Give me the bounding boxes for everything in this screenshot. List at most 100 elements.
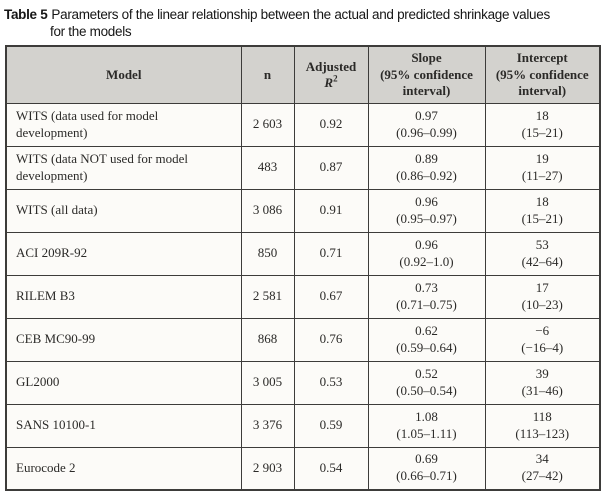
table-row: WITS (all data) 3 086 0.91 0.96 (0.95–0.… [5,188,601,233]
slope-ci: (0.86–0.92) [396,167,457,183]
cell-n: 3 005 [240,360,295,405]
cell-model: RILEM B3 [5,274,242,319]
cell-slope: 0.96 (0.92–1.0) [367,231,486,276]
intercept-value: 34 [535,451,549,467]
cell-model: ACI 209R-92 [5,231,242,276]
table-row: SANS 10100-1 3 376 0.59 1.08 (1.05–1.11)… [5,403,601,448]
intercept-ci: (15–21) [521,210,563,226]
cell-model: SANS 10100-1 [5,403,242,448]
header-n: n [240,45,295,104]
intercept-ci: (27–42) [521,468,563,484]
cell-n: 2 581 [240,274,295,319]
intercept-ci: (−16–4) [521,339,564,355]
slope-ci: (0.59–0.64) [396,339,457,355]
table-row: ACI 209R-92 850 0.71 0.96 (0.92–1.0) 53 … [5,231,601,276]
cell-slope: 0.62 (0.59–0.64) [367,317,486,362]
slope-value: 0.73 [415,279,438,295]
cell-model: CEB MC90-99 [5,317,242,362]
slope-value: 0.97 [415,107,438,123]
slope-value: 1.08 [415,408,438,424]
intercept-ci: (31–46) [521,382,563,398]
cell-adjusted-r2: 0.53 [293,360,369,405]
table-row: WITS (data NOT used for model developmen… [5,145,601,190]
cell-slope: 0.96 (0.95–0.97) [367,188,486,233]
cell-slope: 0.69 (0.66–0.71) [367,446,486,491]
cell-intercept: 18 (15–21) [484,102,601,147]
cell-n: 850 [240,231,295,276]
slope-ci: (0.50–0.54) [396,382,457,398]
caption-text: Parameters of the linear relationship be… [51,7,550,22]
table-caption: Table 5 Parameters of the linear relation… [0,0,604,40]
cell-n: 3 376 [240,403,295,448]
slope-ci: (0.92–1.0) [399,253,454,269]
slope-ci: (0.96–0.99) [396,124,457,140]
cell-slope: 0.52 (0.50–0.54) [367,360,486,405]
intercept-ci: (113–123) [515,425,570,441]
slope-value: 0.96 [415,193,438,209]
intercept-value: 18 [535,193,549,209]
cell-adjusted-r2: 0.59 [293,403,369,448]
table-row: Eurocode 2 2 903 0.54 0.69 (0.66–0.71) 3… [5,446,601,491]
cell-intercept: 53 (42–64) [484,231,601,276]
cell-n: 2 603 [240,102,295,147]
intercept-ci: (15–21) [521,124,563,140]
intercept-ci: (42–64) [521,253,563,269]
cell-n: 483 [240,145,295,190]
cell-model: WITS (data used for model development) [5,102,242,147]
cell-slope: 0.89 (0.86–0.92) [367,145,486,190]
cell-intercept: 18 (15–21) [484,188,601,233]
cell-adjusted-r2: 0.92 [293,102,369,147]
header-adjusted-label: Adjusted [305,58,357,74]
intercept-ci: (10–23) [521,296,563,312]
slope-ci: (0.95–0.97) [396,210,457,226]
cell-intercept: 19 (11–27) [484,145,601,190]
cell-adjusted-r2: 0.71 [293,231,369,276]
cell-adjusted-r2: 0.91 [293,188,369,233]
cell-n: 2 903 [240,446,295,491]
slope-value: 0.52 [415,365,438,381]
slope-value: 0.69 [415,451,438,467]
header-adjusted-r2: Adjusted R2 [293,45,369,104]
caption-label: Table 5 [4,7,48,22]
slope-ci: (0.66–0.71) [396,468,457,484]
cell-adjusted-r2: 0.87 [293,145,369,190]
cell-adjusted-r2: 0.76 [293,317,369,362]
intercept-value: 19 [535,150,549,166]
header-slope: Slope (95% confidence interval) [367,45,486,104]
cell-model: GL2000 [5,360,242,405]
cell-model: WITS (all data) [5,188,242,233]
intercept-value: 118 [532,408,552,424]
header-r2-symbol: R2 [324,73,338,90]
slope-value: 0.62 [415,322,438,338]
intercept-value: 18 [535,107,549,123]
cell-slope: 0.73 (0.71–0.75) [367,274,486,319]
caption-line1: Table 5 Parameters of the linear relation… [4,6,600,23]
table-row: GL2000 3 005 0.53 0.52 (0.50–0.54) 39 (3… [5,360,601,405]
intercept-value: 39 [535,365,549,381]
cell-model: WITS (data NOT used for model developmen… [5,145,242,190]
header-row: Model n Adjusted R2 Slope (95% confidenc… [5,45,601,104]
cell-n: 868 [240,317,295,362]
cell-adjusted-r2: 0.54 [293,446,369,491]
cell-n: 3 086 [240,188,295,233]
cell-slope: 1.08 (1.05–1.11) [367,403,486,448]
intercept-value: −6 [535,322,550,338]
cell-intercept: −6 (−16–4) [484,317,601,362]
slope-value: 0.96 [415,236,438,252]
caption-line2: for the models [50,24,132,39]
slope-ci: (1.05–1.11) [396,425,457,441]
cell-model: Eurocode 2 [5,446,242,491]
intercept-value: 53 [535,236,549,252]
table-row: RILEM B3 2 581 0.67 0.73 (0.71–0.75) 17 … [5,274,601,319]
cell-adjusted-r2: 0.67 [293,274,369,319]
cell-intercept: 39 (31–46) [484,360,601,405]
table-row: WITS (data used for model development) 2… [5,102,601,147]
slope-value: 0.89 [415,150,438,166]
parameters-table: Model n Adjusted R2 Slope (95% confidenc… [5,45,601,491]
cell-intercept: 34 (27–42) [484,446,601,491]
table-row: CEB MC90-99 868 0.76 0.62 (0.59–0.64) −6… [5,317,601,362]
intercept-value: 17 [535,279,549,295]
cell-intercept: 118 (113–123) [484,403,601,448]
cell-intercept: 17 (10–23) [484,274,601,319]
intercept-ci: (11–27) [521,167,563,183]
